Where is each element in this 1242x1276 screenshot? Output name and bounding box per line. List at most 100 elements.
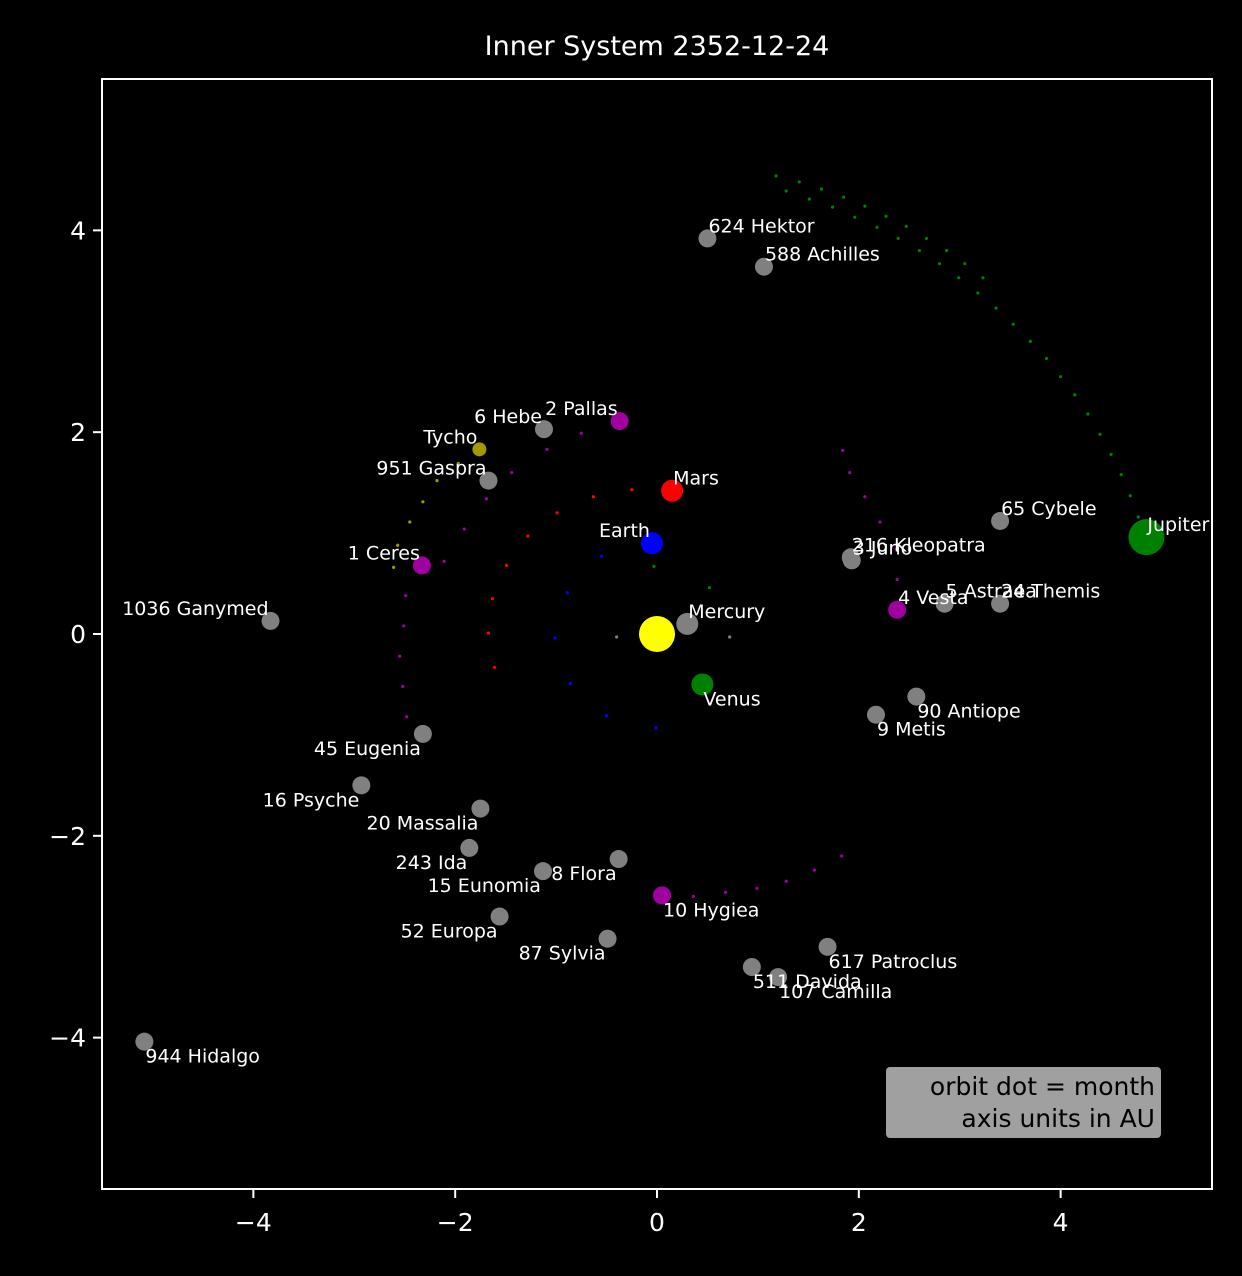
body-label-944-hidalgo: 944 Hidalgo xyxy=(145,1046,260,1068)
body-marker-511-davida xyxy=(742,958,761,976)
body-marker-9-metis xyxy=(866,705,885,724)
orbit-dot-jupiter xyxy=(1011,322,1015,326)
body-label-4-vesta: 4 Vesta xyxy=(898,587,968,609)
body-label-90-antiope: 90 Antiope xyxy=(917,701,1020,723)
orbit-dot-1-ceres xyxy=(484,497,489,501)
body-labels: Mercury Venus Earth Mars Jupiter 1 Ceres 2 Pal… xyxy=(122,215,1209,1067)
bodies-layer xyxy=(135,229,1165,1051)
orbit-dot-jupiter xyxy=(853,215,857,219)
body-marker-1036-ganymed xyxy=(261,611,280,630)
body-marker-951-gaspra xyxy=(479,471,498,490)
body-label-16-psyche: 16 Psyche xyxy=(263,789,360,811)
body-marker-107-camilla xyxy=(769,968,788,987)
body-label-511-davida: 511 Davida xyxy=(753,971,862,993)
orbit-dot-earth xyxy=(599,554,604,558)
orbit-dot-mars xyxy=(591,495,596,499)
orbit-dot-mars xyxy=(505,563,509,567)
x-tick-label: 2 xyxy=(851,1208,867,1237)
orbit-dot-jupiter xyxy=(963,262,967,266)
sun-marker xyxy=(639,616,675,652)
orbit-dot-mars xyxy=(526,534,530,538)
orbit-dot-jupiter xyxy=(884,214,888,218)
body-label-52-europa: 52 Europa xyxy=(401,921,498,943)
body-marker-52-europa xyxy=(490,907,509,926)
legend-box: orbit dot = month axis units in AU xyxy=(886,1067,1161,1138)
body-marker-6-hebe xyxy=(534,420,553,439)
orbit-dot-tycho xyxy=(392,565,396,570)
orbit-dot-jupiter xyxy=(830,205,835,209)
body-marker-243-ida xyxy=(460,838,479,857)
body-label-951-gaspra: 951 Gaspra xyxy=(376,458,486,480)
body-marker-1-ceres xyxy=(412,556,431,575)
orbit-dot-1-ceres xyxy=(462,527,466,531)
body-label-216-kleopatra: 216 Kleopatra xyxy=(852,534,986,556)
body-marker-tycho xyxy=(472,442,487,457)
y-tick-label: −2 xyxy=(49,822,86,851)
body-label-1036-ganymed: 1036 Ganymed xyxy=(122,598,268,620)
x-tick-label: 4 xyxy=(1053,1208,1069,1237)
x-tick-label: −4 xyxy=(235,1208,272,1237)
orbit-dot-tycho xyxy=(456,461,460,466)
orbit-dot-2-pallas xyxy=(841,448,845,452)
body-label-venus: Venus xyxy=(703,688,760,710)
body-marker-20-massalia xyxy=(471,799,490,818)
body-label-45-eugenia: 45 Eugenia xyxy=(314,738,421,760)
body-marker-624-hektor xyxy=(698,229,717,248)
orbit-dot-earth xyxy=(553,636,557,640)
orbit-dot-10-hygiea xyxy=(784,879,788,883)
y-tick-label: 2 xyxy=(70,418,86,447)
body-marker-jupiter xyxy=(1128,519,1165,556)
orbit-dot-jupiter xyxy=(784,189,788,193)
axis-ticks: −4 −2 0 2 4 −4 −2 0 2 4 xyxy=(49,216,1068,1237)
orbit-dot-tycho xyxy=(408,520,412,524)
body-marker-24-themis xyxy=(991,594,1010,613)
orbit-dot-2-pallas xyxy=(895,577,899,582)
orbit-dot-jupiter xyxy=(917,248,921,253)
legend-line-1: orbit dot = month xyxy=(930,1072,1155,1101)
orbit-dot-1-ceres xyxy=(402,624,406,628)
orbit-dot-tycho xyxy=(396,543,400,547)
body-label-1-ceres: 1 Ceres xyxy=(348,542,420,564)
orbit-dot-mars xyxy=(492,665,497,669)
body-label-earth: Earth xyxy=(599,520,650,542)
orbit-dot-jupiter xyxy=(945,248,949,253)
orbit-dot-jupiter xyxy=(957,276,961,280)
orbit-dot-jupiter xyxy=(937,262,942,266)
y-tick-label: 0 xyxy=(70,620,86,649)
body-label-tycho: Tycho xyxy=(422,426,477,448)
orbit-dot-jupiter xyxy=(819,187,824,191)
body-marker-mercury xyxy=(676,612,699,635)
orbit-dot-mars xyxy=(630,488,634,492)
body-marker-588-achilles xyxy=(754,257,773,276)
orbit-dot-10-hygiea xyxy=(812,868,817,872)
x-tick-label: −2 xyxy=(437,1208,474,1237)
orbit-dot-1-ceres xyxy=(545,447,549,451)
body-marker-15-eunomia xyxy=(533,862,552,881)
body-label-87-sylvia: 87 Sylvia xyxy=(519,943,606,965)
body-label-9-metis: 9 Metis xyxy=(877,719,946,741)
plot-frame xyxy=(101,78,1213,1190)
body-label-624-hektor: 624 Hektor xyxy=(708,215,814,237)
orbit-dot-jupiter xyxy=(774,174,778,178)
orbit-dot-venus xyxy=(652,564,656,568)
orbit-dot-2-pallas xyxy=(878,520,882,524)
x-tick-label: 0 xyxy=(649,1208,665,1237)
body-marker-45-eugenia xyxy=(413,724,432,743)
body-label-6-hebe: 6 Hebe xyxy=(474,406,542,428)
y-tick-label: −4 xyxy=(49,1024,86,1053)
body-marker-16-psyche xyxy=(352,776,371,795)
body-label-10-hygiea: 10 Hygiea xyxy=(663,899,759,921)
body-label-mercury: Mercury xyxy=(688,601,765,623)
body-label-jupiter: Jupiter xyxy=(1146,514,1209,536)
body-marker-617-patroclus xyxy=(818,937,837,956)
body-label-15-eunomia: 15 Eunomia xyxy=(428,875,541,897)
orbit-dot-earth xyxy=(568,681,572,686)
orbit-dot-earth xyxy=(565,591,569,595)
orbit-dot-jupiter xyxy=(896,236,900,241)
orbit-dot-jupiter xyxy=(1028,339,1032,343)
body-label-24-themis: 24 Themis xyxy=(1001,581,1100,603)
legend-background xyxy=(886,1067,1161,1138)
orbit-dot-jupiter xyxy=(1073,393,1077,397)
body-label-3-juno: 3 Juno xyxy=(853,537,912,559)
orbit-dot-tycho xyxy=(435,479,439,483)
